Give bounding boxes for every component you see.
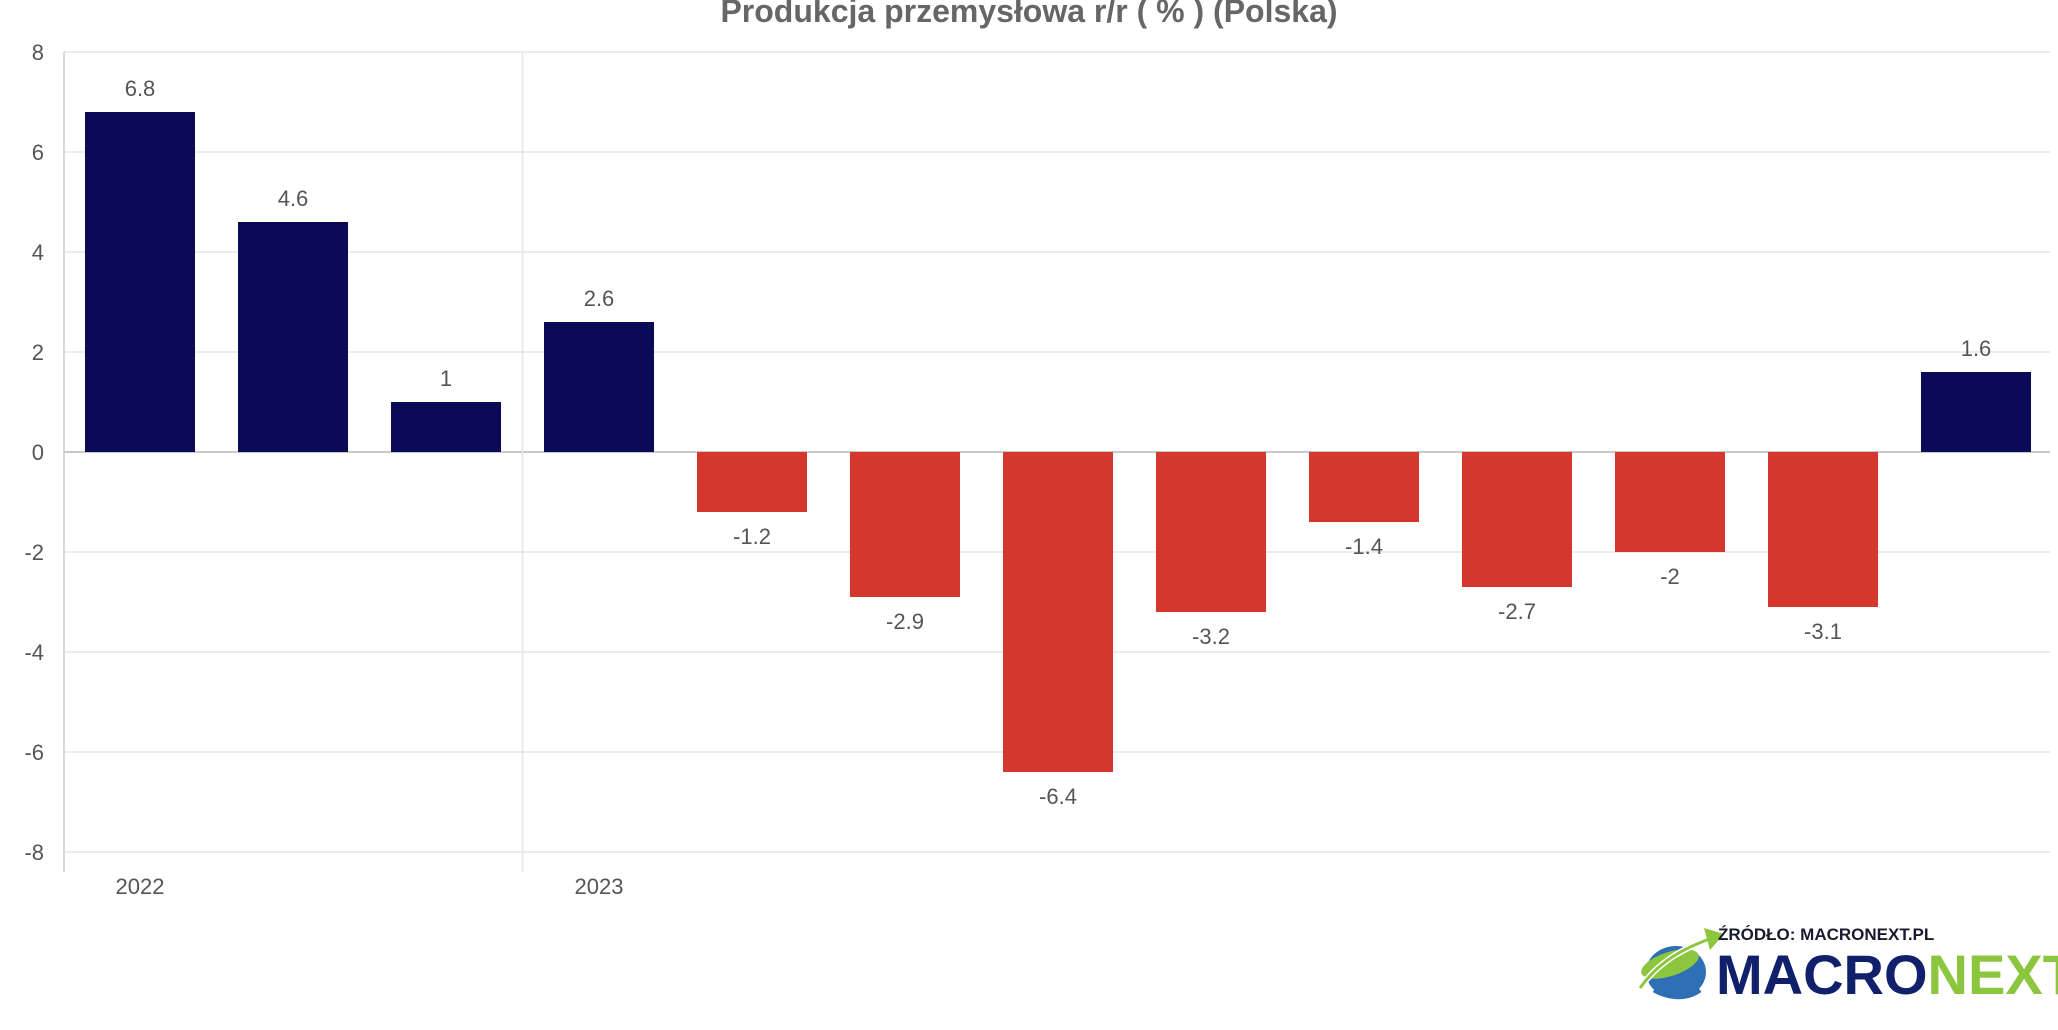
y-tick-label: -2	[24, 540, 44, 565]
brand-name: MACRONEXT	[1716, 943, 2058, 1006]
y-tick-label: 8	[32, 40, 44, 65]
data-label: 1	[440, 366, 452, 391]
bar	[697, 452, 807, 512]
data-label: -3.1	[1804, 619, 1842, 644]
bar	[1156, 452, 1266, 612]
y-tick-label: 4	[32, 240, 44, 265]
bars	[85, 112, 2031, 772]
y-tick-label: 2	[32, 340, 44, 365]
data-label: -2	[1660, 564, 1680, 589]
bar	[85, 112, 195, 452]
chart-title: Produkcja przemysłowa r/r ( % ) (Polska)	[720, 0, 1337, 29]
y-tick-label: 6	[32, 140, 44, 165]
bar	[544, 322, 654, 452]
y-tick-label: -8	[24, 840, 44, 865]
y-tick-label: -4	[24, 640, 44, 665]
data-label: -3.2	[1192, 624, 1230, 649]
brand-macro-text: MACRO	[1716, 943, 1928, 1006]
bar	[1462, 452, 1572, 587]
data-label: -2.7	[1498, 599, 1536, 624]
bar	[1309, 452, 1419, 522]
data-label: 2.6	[584, 286, 615, 311]
x-tick-label: 2023	[575, 874, 624, 899]
data-label: -1.2	[733, 524, 771, 549]
bar	[1768, 452, 1878, 607]
bar	[1003, 452, 1113, 772]
x-axis: 2022 2023	[63, 52, 624, 899]
data-label: -1.4	[1345, 534, 1383, 559]
bar	[391, 402, 501, 452]
bar	[850, 452, 960, 597]
brand-next-text: NEXT	[1928, 943, 2058, 1006]
source-logo: ŹRÓDŁO: MACRONEXT.PL MACRONEXT	[1637, 925, 2058, 1006]
data-label: -6.4	[1039, 784, 1077, 809]
x-tick-label: 2022	[116, 874, 165, 899]
data-labels: 6.8 4.6 1 2.6 -1.2 -2.9 -6.4 -3.2 -1.4 -2.7 -2 -3.1…	[125, 76, 1992, 809]
globe-arrow-icon	[1637, 928, 1724, 1000]
data-label: 4.6	[278, 186, 309, 211]
data-label: 6.8	[125, 76, 156, 101]
y-tick-label: 0	[32, 440, 44, 465]
y-axis-tick-labels: 8 6 4 2 0 -2 -4 -6 -8	[24, 40, 44, 865]
bar	[1615, 452, 1725, 552]
source-label: ŹRÓDŁO: MACRONEXT.PL	[1718, 925, 1934, 944]
y-tick-label: -6	[24, 740, 44, 765]
bar	[238, 222, 348, 452]
bar	[1921, 372, 2031, 452]
data-label: 1.6	[1961, 336, 1992, 361]
data-label: -2.9	[886, 609, 924, 634]
